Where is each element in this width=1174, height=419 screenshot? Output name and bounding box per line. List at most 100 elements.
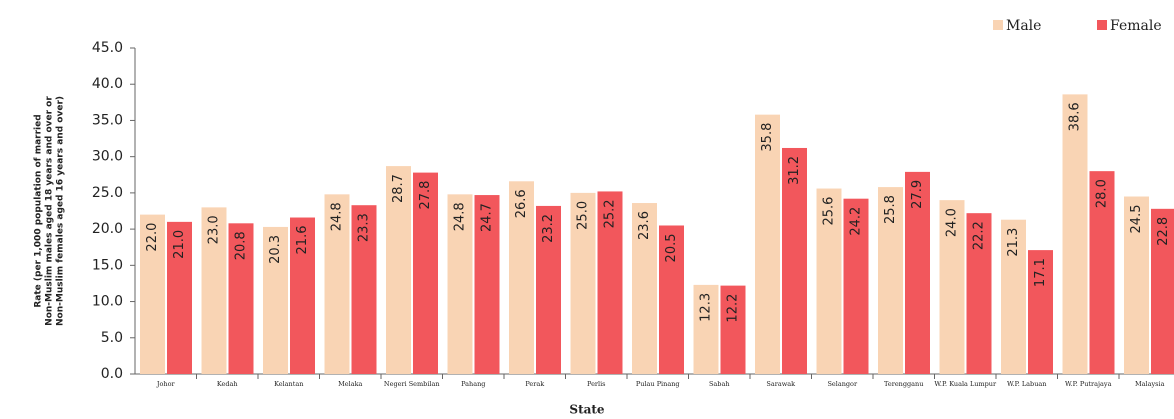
value-label: 21.3 — [1006, 228, 1021, 257]
x-tick-label: Pahang — [461, 380, 485, 388]
bar — [939, 200, 965, 374]
x-tick-label: W.P. Putrajaya — [1065, 380, 1112, 388]
bar — [693, 284, 719, 374]
bar — [843, 198, 869, 374]
x-axis-title: State — [569, 403, 605, 417]
value-label: 25.8 — [883, 195, 898, 224]
value-label: 24.0 — [945, 208, 960, 237]
value-label: 24.5 — [1129, 205, 1144, 234]
bar — [447, 194, 473, 374]
bar — [201, 207, 227, 374]
x-tick-label: Kelantan — [274, 380, 303, 388]
bar — [720, 285, 746, 374]
bar — [140, 214, 165, 374]
x-tick-label: Malaysia — [1135, 380, 1165, 388]
y-axis-title: Non-Muslim males aged 18 years and over … — [45, 96, 55, 326]
value-label: 12.3 — [699, 293, 714, 322]
y-tick-label: 20.0 — [92, 221, 123, 237]
bar — [386, 166, 411, 374]
bar — [816, 188, 842, 374]
x-tick-label: Pulau Pinang — [636, 380, 680, 388]
value-label: 24.8 — [330, 202, 345, 231]
bar — [351, 205, 377, 374]
x-tick-label: Selangor — [827, 380, 858, 388]
value-label: 28.0 — [1095, 179, 1110, 208]
bar — [290, 217, 315, 374]
value-label: 38.6 — [1068, 102, 1083, 131]
value-label: 25.6 — [822, 197, 837, 226]
value-label: 25.2 — [603, 199, 618, 228]
bar — [570, 192, 596, 374]
value-label: 22.0 — [145, 223, 160, 252]
value-label: 20.3 — [268, 235, 283, 264]
x-tick-label: Johor — [156, 380, 176, 388]
bar — [878, 187, 903, 374]
value-label: 23.6 — [637, 211, 652, 240]
legend-swatch — [993, 20, 1003, 30]
y-tick-label: 25.0 — [92, 185, 123, 201]
x-tick-label: Sarawak — [766, 380, 795, 388]
bar — [1028, 250, 1053, 374]
value-label: 27.8 — [418, 181, 433, 210]
bar — [167, 221, 192, 374]
bar — [782, 147, 807, 374]
value-label: 24.7 — [480, 203, 495, 232]
value-label: 28.7 — [391, 174, 406, 203]
x-tick-label: Kedah — [217, 380, 238, 388]
bar — [1124, 196, 1149, 374]
y-tick-label: 45.0 — [92, 40, 123, 56]
value-label: 24.2 — [849, 207, 864, 236]
y-tick-label: 10.0 — [92, 294, 123, 310]
y-tick-label: 5.0 — [101, 330, 123, 346]
value-label: 23.0 — [207, 215, 222, 244]
bar — [509, 181, 534, 374]
value-label: 21.6 — [295, 226, 310, 255]
bar — [755, 114, 780, 374]
value-label: 23.3 — [357, 213, 372, 242]
x-tick-label: Negeri Sembilan — [384, 380, 440, 388]
value-label: 27.9 — [910, 180, 925, 209]
bar — [632, 203, 657, 374]
y-tick-label: 0.0 — [101, 366, 123, 382]
bar — [597, 191, 623, 374]
value-label: 26.6 — [514, 189, 529, 218]
x-tick-label: W.P. Kuala Lumpur — [934, 380, 997, 388]
y-tick-label: 35.0 — [92, 112, 123, 128]
y-axis-title: Rate (per 1,000 population of married — [34, 114, 44, 307]
x-tick-label: Perlis — [587, 380, 606, 388]
value-label: 23.2 — [541, 214, 556, 243]
bar — [659, 225, 684, 374]
value-label: 25.0 — [576, 201, 591, 230]
x-tick-label: Melaka — [338, 380, 362, 388]
bar — [413, 172, 438, 374]
bar — [1089, 171, 1115, 374]
legend-label: Male — [1006, 18, 1041, 34]
y-tick-label: 30.0 — [92, 149, 123, 165]
bar — [474, 195, 500, 374]
value-label: 24.8 — [453, 202, 468, 231]
y-axis-title: Non-Muslim females aged 16 years and ove… — [56, 96, 66, 326]
legend-swatch — [1097, 20, 1107, 30]
value-label: 20.5 — [664, 233, 679, 262]
value-label: 22.2 — [972, 221, 987, 250]
bar — [966, 213, 992, 374]
bar — [1062, 94, 1088, 374]
value-label: 21.0 — [172, 230, 187, 259]
bar — [1001, 219, 1026, 374]
bar — [324, 194, 350, 374]
bar — [228, 223, 254, 374]
value-label: 20.8 — [234, 231, 249, 260]
value-label: 35.8 — [760, 123, 775, 152]
bar — [1151, 208, 1174, 374]
bar — [905, 171, 930, 374]
x-tick-label: Terengganu — [884, 380, 923, 388]
value-label: 31.2 — [787, 156, 802, 185]
value-label: 12.2 — [726, 294, 741, 323]
legend-label: Female — [1110, 18, 1162, 34]
bar — [536, 205, 561, 374]
y-tick-label: 15.0 — [92, 257, 123, 273]
bar — [263, 226, 288, 374]
x-tick-label: Perak — [525, 380, 544, 388]
x-tick-label: Sabah — [709, 380, 730, 388]
